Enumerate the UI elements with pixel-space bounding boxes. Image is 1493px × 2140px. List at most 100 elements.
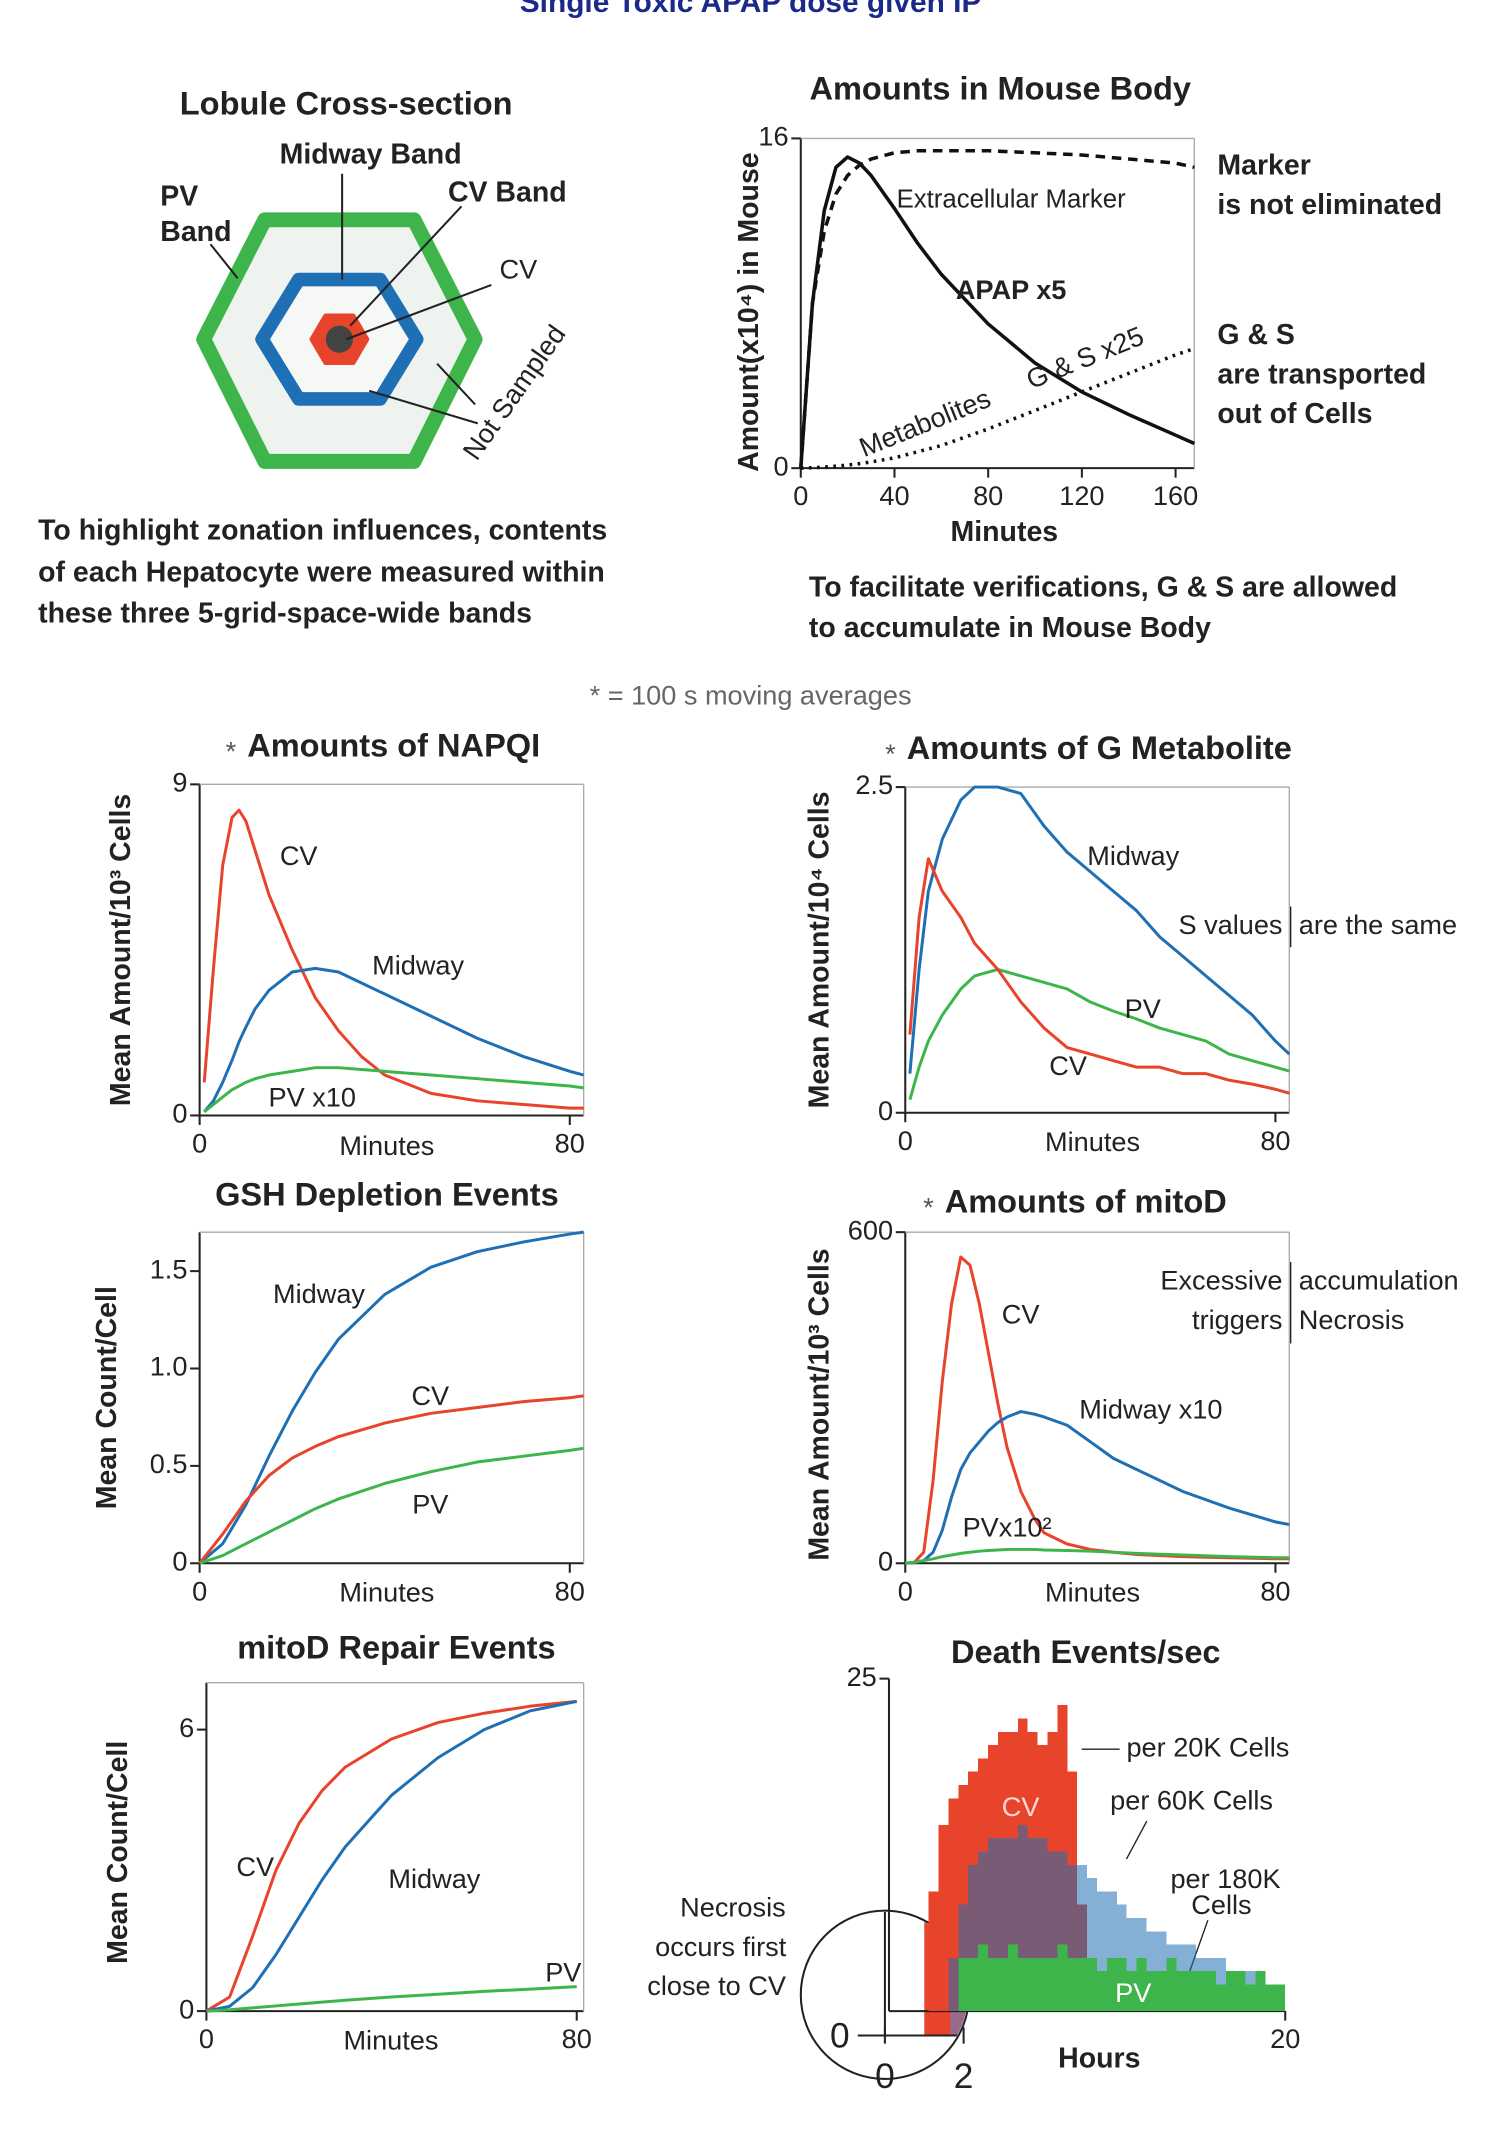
histogram-bar [1097, 1891, 1107, 2012]
histogram-bar [1017, 1957, 1028, 2012]
histogram-bar [1255, 1971, 1266, 2012]
y-axis-label: Mean Amount/10⁴ Cells [804, 791, 836, 1108]
annotation: per 60K Cells [1110, 1784, 1273, 1815]
y-tick-label: 0 [172, 1098, 187, 1129]
series-line [905, 1410, 1290, 1565]
caption-line: To highlight zonation influences, conten… [38, 514, 607, 546]
x-tick-label: 0 [199, 2023, 214, 2054]
histogram-bar [1166, 1957, 1177, 2012]
series-line [206, 1699, 578, 2013]
histogram-bar [928, 1891, 939, 2012]
y-tick-label: 0 [179, 1993, 194, 2024]
x-axis-label: Minutes [343, 2024, 438, 2055]
x-tick-label: 40 [879, 480, 909, 511]
histogram-bar [1047, 1851, 1058, 2012]
annotation: is not eliminated [1217, 189, 1442, 221]
y-tick-label: 9 [172, 767, 187, 798]
series-line [199, 1446, 584, 1565]
x-tick-label: 80 [1260, 1125, 1290, 1156]
histogram-bar [1047, 1957, 1058, 2012]
inset-x-tick-label: 0 [875, 2057, 895, 2096]
x-axis-label: Minutes [339, 1130, 434, 1161]
histogram-bar [948, 1957, 959, 2012]
x-tick-label: 80 [555, 1575, 585, 1606]
series-label: Midway [1087, 840, 1179, 871]
histogram-bar [1126, 1917, 1137, 2012]
pointer [345, 284, 492, 341]
annotation: are transported [1217, 358, 1426, 390]
chart-title: Amounts of NAPQI [247, 727, 540, 763]
x-tick-label: 160 [1153, 480, 1198, 511]
histogram-bar [1176, 1971, 1187, 2012]
inset-y-tick-label: 0 [830, 2017, 850, 2056]
title-mark: * [226, 735, 237, 766]
series-label: Midway [388, 1863, 480, 1894]
series-label: G & S x25 [1022, 320, 1148, 395]
histogram-bar [958, 1785, 969, 2012]
x-axis-label: Minutes [339, 1577, 434, 1608]
histogram-bar [1106, 1891, 1117, 2012]
histogram-bar [997, 1957, 1008, 2012]
series-line [203, 966, 585, 1113]
histogram-bar [948, 1798, 959, 2012]
histogram-bar [1156, 1971, 1167, 2012]
pointer [436, 362, 476, 406]
annotation: triggers [1192, 1304, 1282, 1335]
histogram-bar [1265, 1984, 1276, 2012]
histogram-bar [988, 1838, 998, 2012]
y-tick-label: 0 [172, 1545, 187, 1576]
x-tick-label: 80 [1260, 1575, 1290, 1606]
histogram-bar [1027, 1838, 1038, 2012]
histogram-bar [1097, 1971, 1107, 2012]
series-label: CV [1002, 1298, 1040, 1329]
y-tick-label: 0 [878, 1095, 893, 1126]
x-tick-label: 0 [793, 480, 808, 511]
y-tick-label: 6 [179, 1712, 194, 1743]
series-line [800, 346, 1195, 470]
histogram-bar [1235, 1971, 1246, 2012]
series-label: Midway x10 [1079, 1393, 1222, 1424]
series-label: PV [1115, 1977, 1151, 2008]
histogram-bar [1007, 1838, 1018, 2012]
histogram-bar [1057, 1944, 1068, 2012]
x-tick-label: 0 [192, 1127, 207, 1158]
chart-title: GSH Depletion Events [215, 1176, 559, 1212]
annotation: occurs first [655, 1931, 787, 1962]
central-vein [325, 325, 353, 353]
y-tick-label: 600 [848, 1214, 893, 1245]
x-tick-label: 80 [555, 1127, 585, 1158]
histogram-bar [1037, 1838, 1048, 2012]
histogram-bar [1007, 1944, 1018, 2012]
series-label: PVx10² [963, 1512, 1052, 1543]
y-tick-label: 25 [847, 1661, 877, 1692]
histogram-bar [968, 1864, 979, 2012]
histogram-bar [1057, 1851, 1068, 2012]
histogram-bar [1067, 1957, 1078, 2012]
y-axis-label: Mean Count/Cell [102, 1741, 134, 1964]
histogram-bar [1067, 1864, 1078, 2012]
series-label: CV [236, 1851, 274, 1882]
histogram-bar [1146, 1971, 1157, 2012]
y-tick-label: 0 [773, 450, 788, 481]
series-line [198, 1230, 584, 1565]
x-axis-label: Minutes [1045, 1126, 1140, 1157]
lobule-title: Lobule Cross-section [180, 85, 513, 121]
series-label: Midway [372, 950, 464, 981]
annotation: Necrosis [1299, 1304, 1405, 1335]
annotation: per 20K Cells [1126, 1731, 1289, 1762]
series-label: Extracellular Marker [897, 186, 1127, 214]
lobule-diagram: Lobule Cross-section Midway Band PV Band… [160, 85, 572, 469]
inset-x-tick-label: 2 [954, 2057, 974, 2096]
annotation: Cells [1191, 1889, 1251, 1920]
note: * = 100 s moving averages [590, 680, 912, 711]
x-axis-label: Minutes [1045, 1577, 1140, 1608]
y-tick-label: 0 [878, 1545, 893, 1576]
histogram-bar [968, 1957, 979, 2012]
lobule-label: Midway Band [280, 139, 462, 171]
series-line [198, 1394, 584, 1565]
histogram-bar [1245, 1984, 1256, 2012]
series-label: PV x10 [269, 1081, 356, 1112]
histogram-bar [1215, 1984, 1226, 2012]
series-label: PV [1125, 993, 1161, 1024]
